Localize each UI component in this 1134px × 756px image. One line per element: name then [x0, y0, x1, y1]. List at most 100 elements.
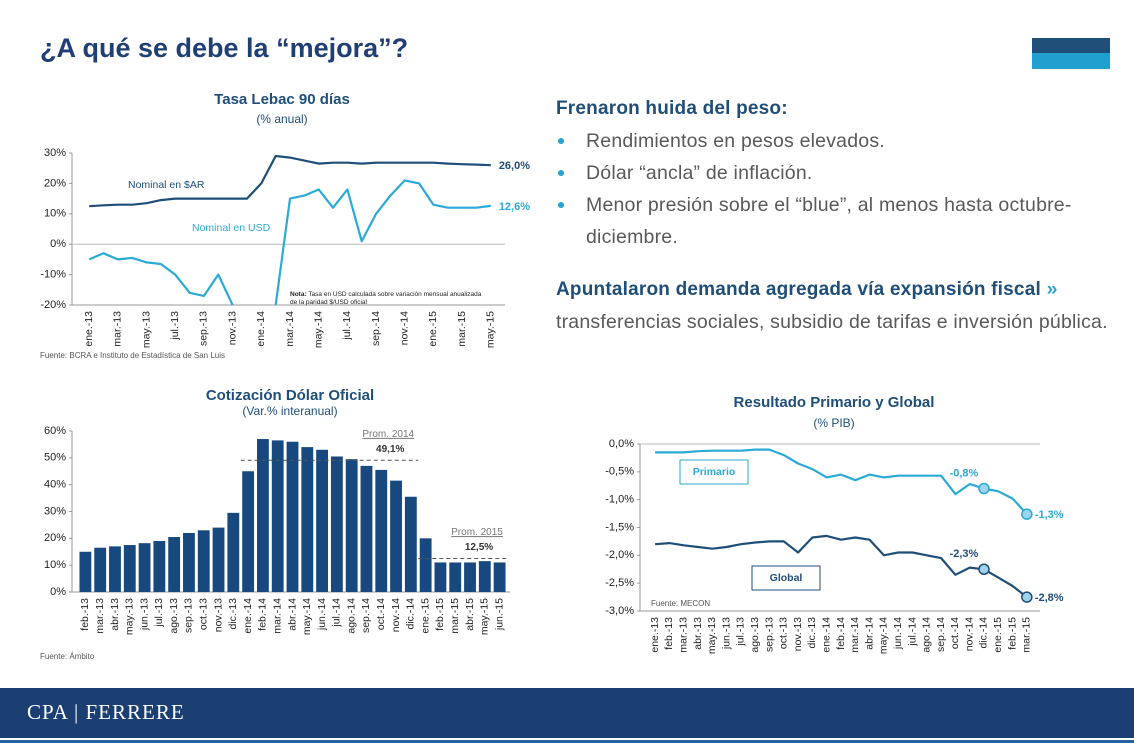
- x-tick-label: feb.-15: [1006, 617, 1018, 650]
- bar: [79, 551, 92, 592]
- x-tick-label: abr.-14: [286, 598, 298, 631]
- x-tick-label: feb.-13: [79, 598, 91, 631]
- x-tick-label: may.-14: [301, 598, 313, 635]
- x-tick-label: jun.-15: [493, 598, 505, 631]
- charts: Tasa Lebac 90 días (% anual) Fuente: BCRA …: [40, 38, 1110, 661]
- y-tick-label: -3,0%: [605, 605, 634, 617]
- reference-value: 49,1%: [376, 444, 404, 455]
- series-line: [88, 179, 491, 306]
- y-tick-label: 30%: [44, 505, 66, 517]
- bar: [242, 471, 255, 592]
- x-tick-label: may.-15: [485, 311, 497, 348]
- bar: [109, 546, 121, 592]
- series-label: Nominal en $AR: [128, 179, 205, 191]
- x-tick-label: nov.-13: [226, 311, 238, 345]
- y-tick-label: -10%: [40, 269, 66, 281]
- bar: [197, 530, 210, 592]
- bullet-list: Rendimientos en pesos elevados. Dólar “a…: [556, 125, 1116, 253]
- chart-source: Fuente: BCRA e Instituto de Estadística …: [40, 351, 225, 360]
- bar: [419, 538, 432, 592]
- legend-box: [679, 459, 749, 485]
- value-label: 12,6%: [499, 201, 530, 213]
- x-tick-label: mar.-15: [1021, 617, 1033, 653]
- x-tick-label: jul.-14: [331, 598, 343, 628]
- y-tick-label: -1,0%: [605, 494, 634, 506]
- x-tick-label: mar.-14: [271, 598, 283, 634]
- legend-box: [751, 565, 821, 591]
- bar: [301, 447, 314, 592]
- value-label: -2,3%: [950, 548, 979, 560]
- x-tick-label: dic.-14: [978, 617, 990, 649]
- x-tick-label: ene.-14: [242, 598, 254, 634]
- bar: [256, 439, 269, 592]
- x-tick-label: may.-14: [312, 311, 324, 348]
- y-tick-label: -1,5%: [605, 521, 634, 533]
- x-tick-label: sep.-13: [763, 617, 775, 652]
- bar: [183, 532, 195, 592]
- x-tick-label: abr.-15: [464, 598, 476, 631]
- x-tick-label: mar.-15: [449, 598, 461, 634]
- paragraph-rest: transferencias sociales, subsidio de tar…: [556, 311, 1108, 333]
- x-tick-label: oct.-13: [198, 598, 210, 630]
- x-tick-label: jul.-13: [169, 311, 181, 341]
- chart-subtitle: (Var.% interanual): [242, 404, 337, 418]
- reference-label: Prom. 2015: [451, 527, 503, 538]
- x-tick-label: dic.-13: [227, 598, 239, 630]
- bar: [404, 496, 417, 592]
- x-tick-label: mar.-14: [849, 617, 861, 653]
- x-tick-label: feb.-14: [257, 598, 269, 631]
- deco-block-light: [1032, 53, 1110, 69]
- point-marker: [978, 563, 990, 575]
- x-tick-label: may.-15: [479, 598, 491, 635]
- x-tick-label: jul.-13: [735, 617, 747, 647]
- x-tick-label: abr.-13: [109, 598, 121, 631]
- bar: [390, 480, 402, 592]
- reference-value: 12,5%: [465, 542, 493, 553]
- x-tick-label: ago.-14: [921, 617, 933, 653]
- series-line: [655, 534, 1028, 598]
- bullet: Dólar “ancla” de inflación.: [556, 157, 1116, 189]
- x-tick-label: dic.-14: [405, 598, 417, 630]
- footer-logo: CPA | FERRERE: [27, 700, 185, 724]
- bar: [168, 536, 181, 592]
- bar: [123, 545, 136, 592]
- slide-title: ¿A qué se debe la “mejora”?: [40, 33, 409, 63]
- x-tick-label: jun.-14: [316, 598, 328, 631]
- x-tick-label: jun.-14: [892, 617, 904, 650]
- note-label: Nota:: [290, 291, 307, 298]
- bar: [227, 512, 240, 592]
- x-tick-label: sep.-14: [935, 617, 947, 652]
- chart-title: Resultado Primario y Global: [734, 394, 935, 411]
- bar: [286, 441, 299, 592]
- x-tick-label: feb.-15: [434, 598, 446, 631]
- x-tick-label: ene.-13: [83, 311, 95, 347]
- x-tick-label: may.-13: [140, 311, 152, 348]
- value-label: -1,3%: [1035, 509, 1064, 521]
- bar: [271, 440, 284, 592]
- bar: [345, 459, 358, 592]
- x-tick-label: sep.-14: [360, 598, 372, 633]
- note: Nota: Tasa en USD calculada sobre variac…: [290, 291, 490, 307]
- x-tick-label: ene.-14: [255, 311, 267, 347]
- bar: [212, 527, 225, 592]
- paragraph: Apuntalaron demanda agregada vía expansi…: [556, 273, 1116, 338]
- x-tick-label: jul.-13: [153, 598, 165, 628]
- text-block: Frenaron huida del peso: Rendimientos en…: [556, 93, 1116, 338]
- bar: [153, 541, 166, 592]
- bar: [330, 456, 343, 592]
- x-tick-label: nov.-13: [212, 598, 224, 632]
- note-text: Nota: Tasa en USD calculada sobre variac…: [290, 291, 490, 307]
- x-tick-label: oct.-13: [778, 617, 790, 649]
- x-tick-label: mar.-13: [678, 617, 690, 653]
- point-marker: [1021, 508, 1033, 520]
- value-label: -2,8%: [1035, 592, 1064, 604]
- point-marker: [1021, 591, 1033, 603]
- value-label: -0,8%: [950, 467, 979, 479]
- x-tick-label: mar.-13: [112, 311, 124, 347]
- y-tick-label: 10%: [44, 208, 66, 220]
- note-body: Tasa en USD calculada sobre variación me…: [290, 291, 482, 306]
- x-tick-label: nov.-14: [399, 311, 411, 345]
- bar: [478, 561, 491, 592]
- bar: [493, 562, 506, 592]
- footer-band: [0, 688, 1134, 738]
